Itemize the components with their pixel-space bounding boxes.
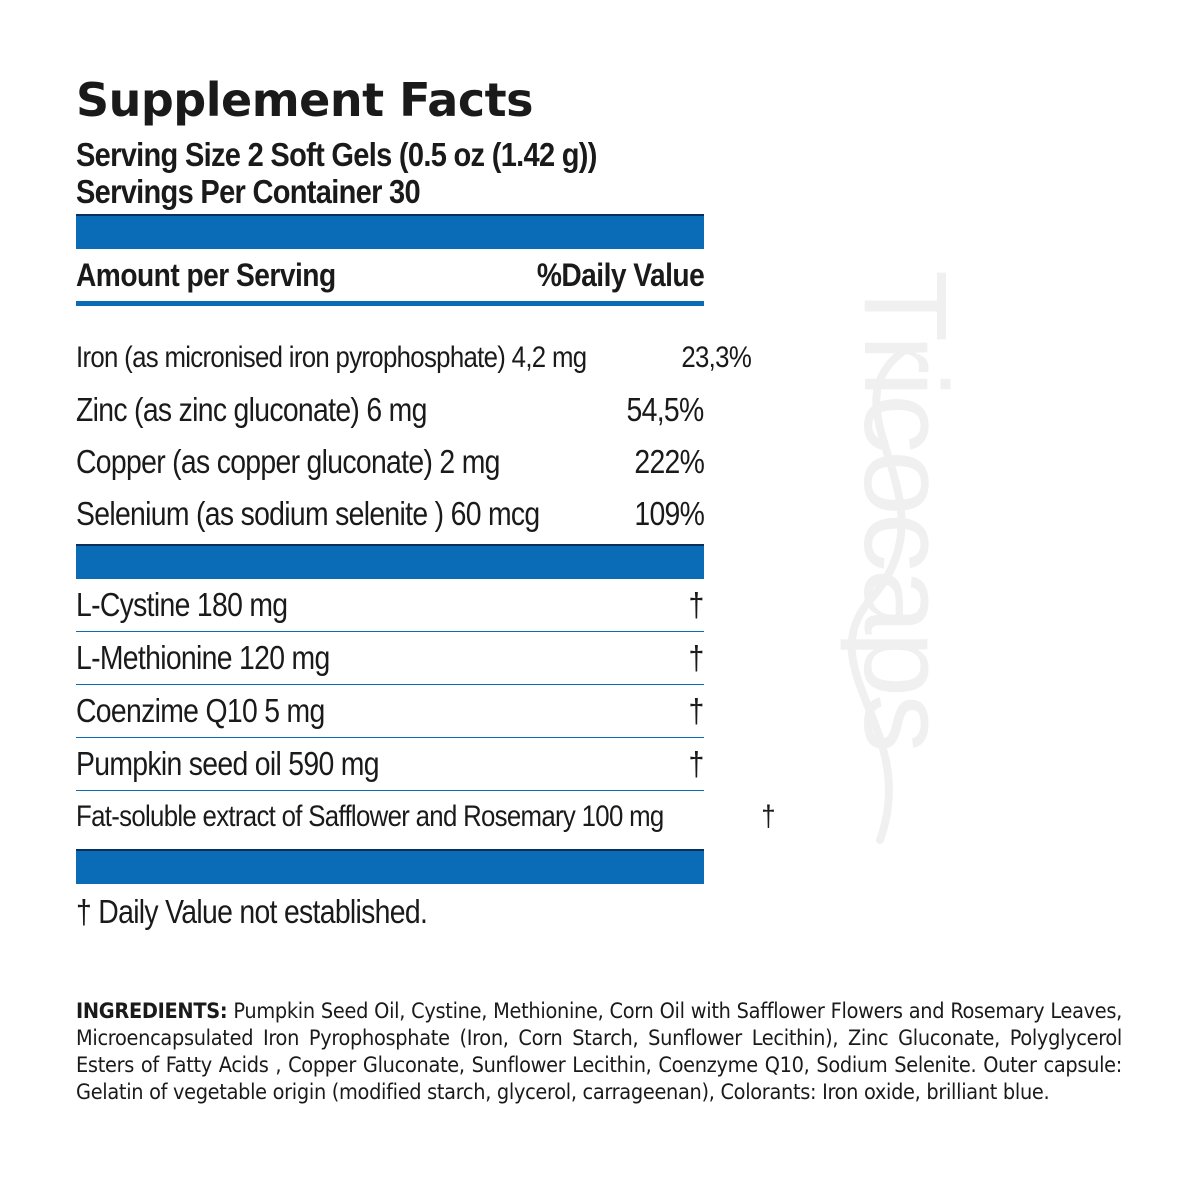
- table-row: L-Cystine 180 mg †: [76, 579, 705, 632]
- column-header-row: Amount per Serving %Daily Value: [76, 249, 705, 301]
- ingredient-name: Selenium (as sodium selenite ) 60 mcg: [76, 495, 540, 532]
- table-row: Fat-soluble extract of Safflower and Ros…: [76, 791, 776, 843]
- nutrient-list: Iron (as micronised iron pyrophosphate) …: [76, 332, 751, 540]
- ingredient-name: L-Cystine 180 mg: [76, 586, 288, 623]
- daily-value: 222%: [634, 443, 705, 480]
- ingredients-statement: INGREDIENTS: Pumpkin Seed Oil, Cystine, …: [76, 998, 1122, 1106]
- ingredient-name: Fat-soluble extract of Safflower and Ros…: [76, 800, 664, 833]
- brand-watermark: Tricocaps: [839, 80, 971, 940]
- table-row: Pumpkin seed oil 590 mg †: [76, 738, 705, 791]
- daily-value: 23,3%: [680, 341, 751, 374]
- blue-divider-bar: [76, 849, 704, 884]
- ingredients-text: Pumpkin Seed Oil, Cystine, Methionine, C…: [76, 999, 1123, 1105]
- servings-per-container: Servings Per Container 30: [76, 173, 421, 210]
- ingredient-name: Zinc (as zinc gluconate) 6 mg: [76, 391, 427, 428]
- ingredients-label: INGREDIENTS:: [76, 999, 228, 1024]
- table-row: Copper (as copper gluconate) 2 mg 222%: [76, 436, 705, 488]
- ingredient-name: Coenzime Q10 5 mg: [76, 692, 325, 729]
- daily-value: †: [688, 692, 705, 729]
- daily-value: 109%: [634, 495, 705, 532]
- other-ingredients-list: L-Cystine 180 mg † L-Methionine 120 mg † Coe…: [76, 579, 776, 843]
- swoosh-icon: [847, 346, 909, 844]
- panel-title: Supplement Facts: [76, 73, 534, 127]
- daily-value: †: [688, 639, 705, 676]
- blue-divider-bar: [76, 544, 704, 579]
- table-row: L-Methionine 120 mg †: [76, 632, 705, 685]
- daily-value-label: %Daily Value: [536, 256, 705, 293]
- daily-value: †: [688, 586, 705, 623]
- table-row: Coenzime Q10 5 mg †: [76, 685, 705, 738]
- table-row: Selenium (as sodium selenite ) 60 mcg 109…: [76, 488, 705, 540]
- brand-watermark-text: Tricocaps: [839, 269, 971, 751]
- daily-value: †: [761, 800, 776, 833]
- footnote: † Daily Value not established.: [76, 893, 428, 930]
- table-row: Zinc (as zinc gluconate) 6 mg 54,5%: [76, 384, 705, 436]
- ingredient-name: L-Methionine 120 mg: [76, 639, 330, 676]
- ingredient-name: Iron (as micronised iron pyrophosphate) …: [76, 341, 587, 374]
- daily-value: †: [688, 745, 705, 782]
- ingredient-name: Pumpkin seed oil 590 mg: [76, 745, 380, 782]
- blue-divider-bar: [76, 214, 704, 249]
- supplement-facts-panel: Supplement Facts Serving Size 2 Soft Gel…: [76, 70, 776, 940]
- amount-per-serving-label: Amount per Serving: [76, 256, 336, 293]
- daily-value: 54,5%: [626, 391, 705, 428]
- serving-size: Serving Size 2 Soft Gels (0.5 oz (1.42 g…: [76, 136, 597, 173]
- ingredient-name: Copper (as copper gluconate) 2 mg: [76, 443, 500, 480]
- table-row: Iron (as micronised iron pyrophosphate) …: [76, 332, 751, 384]
- header-rule: [76, 301, 704, 306]
